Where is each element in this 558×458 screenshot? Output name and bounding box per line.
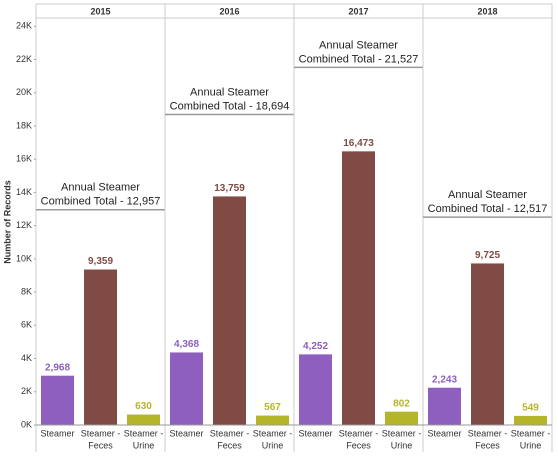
bar bbox=[299, 354, 332, 425]
annotation: Combined Total - 21,527 bbox=[299, 53, 419, 65]
y-tick-label: 14K bbox=[16, 187, 32, 197]
x-tick-label: Steamer - bbox=[339, 428, 379, 438]
bar bbox=[84, 269, 117, 425]
y-tick-label: 10K bbox=[16, 253, 32, 263]
x-tick-label: Urine bbox=[520, 440, 542, 450]
x-tick-label: Feces bbox=[346, 440, 371, 450]
x-tick-label: Urine bbox=[262, 440, 284, 450]
y-tick-label: 8K bbox=[21, 286, 32, 296]
annotation: Combined Total - 12,957 bbox=[41, 196, 161, 208]
annotation: Annual Steamer bbox=[448, 189, 527, 201]
value-label: 16,473 bbox=[343, 138, 374, 149]
facet-title: 2016 bbox=[219, 6, 239, 16]
x-tick-label: Feces bbox=[88, 440, 113, 450]
annotation: Combined Total - 12,517 bbox=[428, 203, 548, 215]
bar bbox=[342, 151, 375, 425]
value-label: 2,968 bbox=[45, 362, 70, 373]
y-tick-label: 18K bbox=[16, 120, 32, 130]
bar bbox=[127, 414, 160, 425]
y-tick-label: 0K bbox=[21, 419, 32, 429]
x-tick-label: Steamer - bbox=[210, 428, 250, 438]
facet-title: 2018 bbox=[477, 6, 497, 16]
x-tick-label: Urine bbox=[391, 440, 413, 450]
annotation: Combined Total - 18,694 bbox=[170, 100, 290, 112]
bar bbox=[428, 387, 461, 425]
x-tick-label: Steamer bbox=[427, 428, 461, 438]
value-label: 4,252 bbox=[303, 341, 328, 352]
x-tick-label: Urine bbox=[133, 440, 155, 450]
y-axis-label: Number of Records bbox=[2, 180, 12, 264]
y-tick-label: 6K bbox=[21, 320, 32, 330]
x-tick-label: Steamer - bbox=[382, 428, 422, 438]
value-label: 4,368 bbox=[174, 339, 199, 350]
x-tick-label: Feces bbox=[217, 440, 242, 450]
y-tick-label: 4K bbox=[21, 353, 32, 363]
x-tick-label: Steamer - bbox=[511, 428, 551, 438]
y-tick-label: 20K bbox=[16, 87, 32, 97]
y-tick-label: 2K bbox=[21, 386, 32, 396]
value-label: 802 bbox=[393, 398, 410, 409]
facet-title: 2017 bbox=[348, 6, 368, 16]
bar bbox=[385, 411, 418, 425]
bar bbox=[213, 196, 246, 425]
value-label: 567 bbox=[264, 402, 281, 413]
annotation: Annual Steamer bbox=[190, 86, 269, 98]
annotation: Annual Steamer bbox=[319, 39, 398, 51]
x-tick-label: Steamer - bbox=[468, 428, 508, 438]
x-tick-label: Steamer bbox=[298, 428, 332, 438]
x-tick-label: Steamer - bbox=[124, 428, 164, 438]
bar bbox=[170, 352, 203, 425]
value-label: 2,243 bbox=[432, 374, 457, 385]
y-tick-label: 24K bbox=[16, 21, 32, 31]
x-tick-label: Steamer bbox=[40, 428, 74, 438]
value-label: 9,359 bbox=[88, 256, 113, 267]
y-tick-label: 22K bbox=[16, 54, 32, 64]
facet-title: 2015 bbox=[90, 6, 110, 16]
bar bbox=[471, 263, 504, 425]
value-label: 630 bbox=[135, 401, 152, 412]
value-label: 13,759 bbox=[214, 183, 245, 194]
bar bbox=[514, 415, 547, 425]
value-label: 549 bbox=[522, 403, 539, 414]
x-tick-label: Steamer - bbox=[253, 428, 293, 438]
bar bbox=[256, 415, 289, 425]
bar bbox=[41, 375, 74, 425]
value-label: 9,725 bbox=[475, 250, 500, 261]
annotation: Annual Steamer bbox=[61, 182, 140, 194]
x-tick-label: Steamer bbox=[169, 428, 203, 438]
y-tick-label: 16K bbox=[16, 154, 32, 164]
y-tick-label: 12K bbox=[16, 220, 32, 230]
x-tick-label: Feces bbox=[475, 440, 500, 450]
x-tick-label: Steamer - bbox=[81, 428, 121, 438]
